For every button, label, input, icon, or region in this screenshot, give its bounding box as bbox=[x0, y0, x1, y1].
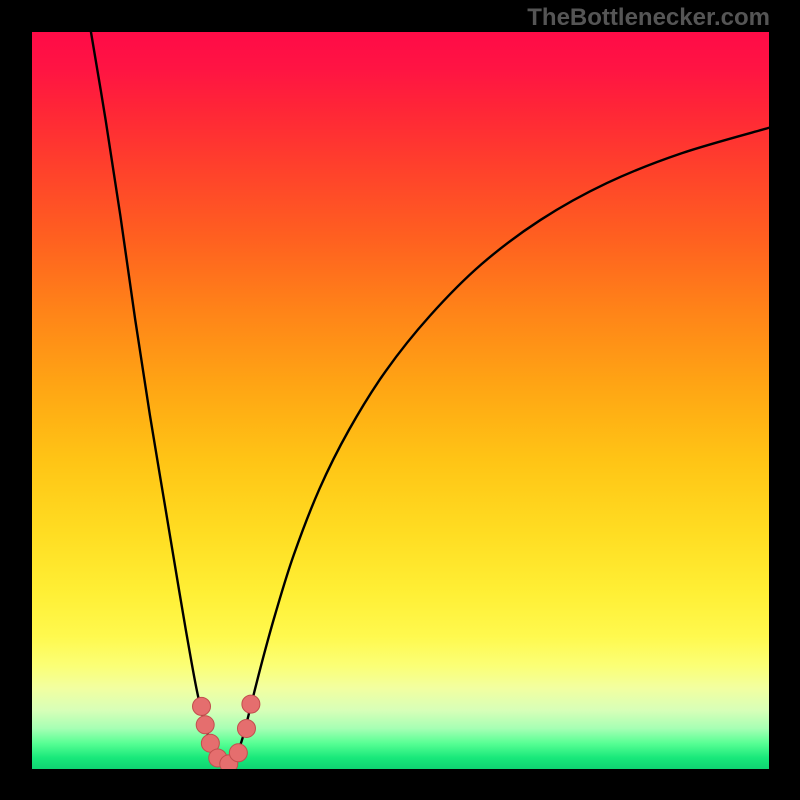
gradient-background bbox=[32, 32, 769, 769]
bottleneck-plot bbox=[32, 32, 769, 769]
marker-dot bbox=[242, 695, 260, 713]
marker-dot bbox=[237, 719, 255, 737]
marker-dot bbox=[193, 697, 211, 715]
figure-stage: TheBottlenecker.com bbox=[0, 0, 800, 800]
watermark-label: TheBottlenecker.com bbox=[527, 4, 770, 32]
marker-dot bbox=[229, 744, 247, 762]
marker-dot bbox=[196, 716, 214, 734]
